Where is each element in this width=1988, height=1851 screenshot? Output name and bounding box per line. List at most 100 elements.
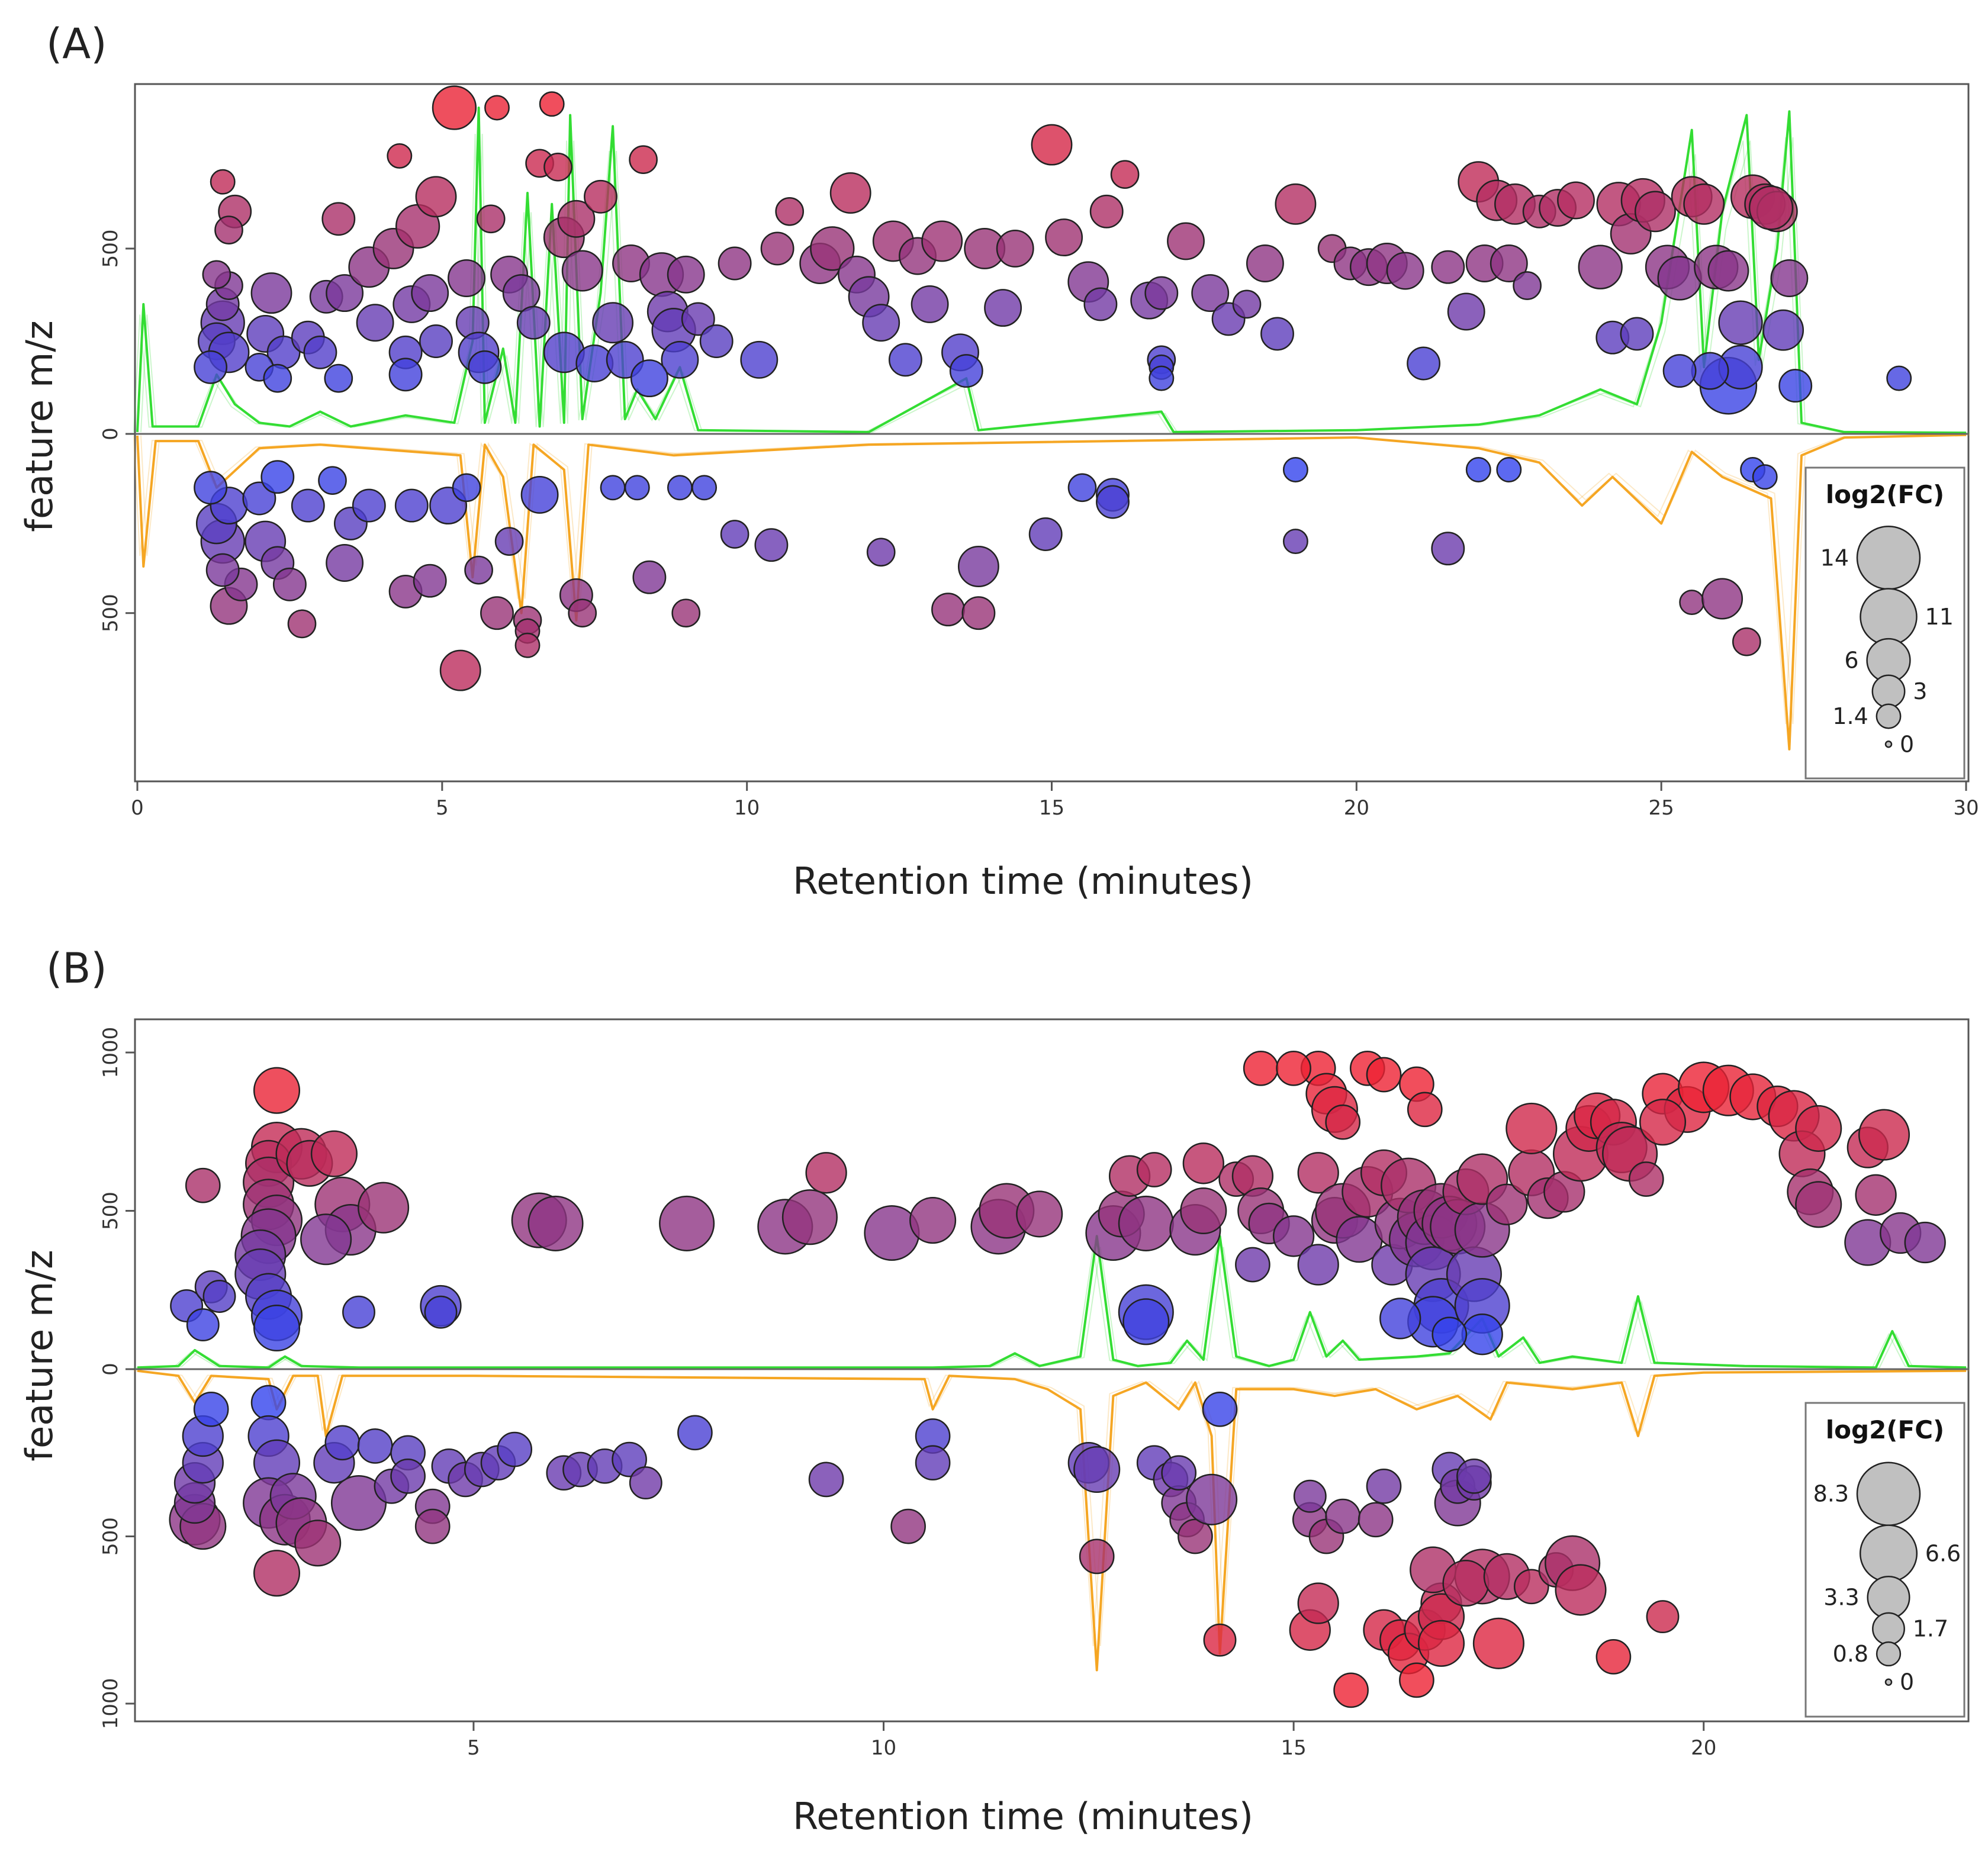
panel-a-point-down-35 [632, 560, 667, 594]
panel-b-y-tick-label-up-0: 0 [99, 1363, 123, 1376]
panel-b-point-up-22 [300, 1213, 352, 1266]
panel-b-point-up-16 [253, 1304, 301, 1352]
panel-b-point-down-19 [357, 1428, 393, 1464]
panel-a-point-up-33 [448, 259, 485, 297]
panel-a-legend-circle-4 [1876, 703, 1902, 729]
panel-b-point-up-24 [342, 1295, 375, 1329]
panel-a-point-up-86 [1083, 287, 1118, 321]
panel-a-point-up-68 [810, 226, 855, 271]
panel-a-point-up-138 [1662, 354, 1697, 388]
panel-a-legend-circle-3 [1871, 674, 1906, 709]
panel-a-point-down-7 [242, 481, 276, 516]
panel-a-point-up-134 [1762, 309, 1804, 351]
panel-a-point-up-26 [419, 324, 453, 358]
panel-b-point-down-22 [390, 1458, 426, 1494]
panel-b-point-down-49 [1186, 1473, 1238, 1525]
panel-a-point-up-139 [1778, 369, 1813, 403]
panel-a-point-down-6 [205, 553, 240, 587]
panel-a-point-up-41 [516, 305, 551, 340]
panel-a-point-up-18 [303, 335, 337, 369]
panel-a-y-tick-label-up-0: 0 [99, 427, 123, 440]
panel-b-legend-label-0: 8.3 [1813, 1481, 1849, 1507]
panel-a-x-tick-label-1: 5 [436, 796, 449, 820]
panel-a-point-up-90 [1144, 276, 1179, 310]
panel-a-point-up-133 [1770, 259, 1809, 297]
panel-a-point-up-100 [1275, 183, 1317, 225]
panel-a-point-up-97 [1232, 289, 1262, 319]
panel-b-point-up-76 [1486, 1183, 1528, 1225]
panel-b-legend-circle-4 [1876, 1641, 1902, 1667]
panel-a-point-up-81 [984, 289, 1022, 327]
panel-a-point-up-94 [1167, 222, 1205, 260]
panel-a-point-up-72 [862, 304, 900, 342]
panel-a-point-up-58 [661, 340, 699, 379]
panel-a-point-down-52 [1465, 457, 1491, 482]
panel-a-point-down-54 [1679, 590, 1705, 616]
panel-a-point-up-27 [388, 358, 423, 392]
panel-a-point-up-122 [1634, 191, 1676, 233]
panel-a-point-up-83 [1031, 124, 1073, 166]
panel-b-point-down-33 [612, 1441, 647, 1477]
panel-a-point-up-61 [681, 302, 715, 336]
panel-a-positive-trace [136, 107, 1967, 434]
panel-a-point-up-8 [214, 215, 243, 244]
panel-b-y-tick-label-up-1: 500 [99, 1192, 123, 1230]
panel-a-point-up-106 [1407, 346, 1441, 381]
panel-a-legend-circle-1 [1860, 588, 1918, 646]
panel-a-x-tick-label-2: 10 [734, 796, 760, 820]
panel-b-label: (B) [46, 944, 107, 993]
panel-b-point-down-74 [1472, 1617, 1524, 1669]
panel-a-point-down-50 [1282, 529, 1308, 555]
panel-a-point-up-105 [1386, 252, 1424, 290]
panel-a-point-down-29 [520, 475, 559, 514]
panel-b-x-tick-label-3: 20 [1691, 1736, 1716, 1760]
panel-a-x-tick-label-6: 30 [1953, 796, 1979, 820]
panel-b-positive-trace [137, 1235, 1967, 1369]
panel-a-point-up-137 [1691, 352, 1729, 390]
panel-a-point-down-37 [671, 598, 701, 628]
panel-b-point-up-29 [659, 1195, 715, 1251]
panel-a-point-up-31 [415, 176, 457, 218]
panel-a-point-down-30 [514, 632, 541, 658]
panel-b-point-up-98 [1795, 1181, 1842, 1228]
panel-a-point-down-56 [1732, 627, 1761, 656]
panel-a-negative-trace [136, 433, 1967, 751]
panel-b-point-up-26 [424, 1295, 458, 1329]
panel-b-point-down-14 [253, 1550, 301, 1597]
panel-b-legend-label-1: 6.6 [1925, 1540, 1961, 1566]
panel-a-point-up-62 [699, 324, 734, 358]
panel-a-point-up-140 [1886, 365, 1912, 391]
panel-a-point-up-54 [629, 145, 658, 175]
panel-b-point-down-76 [1513, 1569, 1549, 1605]
panel-a-point-down-53 [1496, 457, 1522, 482]
panel-b-legend-circle-2 [1867, 1576, 1910, 1620]
panel-a-point-up-38 [468, 350, 502, 384]
panel-b-point-up-101 [1858, 1109, 1910, 1161]
panel-b-point-up-28 [527, 1195, 584, 1251]
panel-b-y-tick-label-down-0: 500 [99, 1517, 123, 1556]
panel-b-point-down-15 [294, 1520, 342, 1567]
panel-b-point-up-118 [1276, 1050, 1311, 1086]
panel-b-point-up-51 [1272, 1215, 1315, 1257]
panel-b-legend-label-5: 0 [1900, 1669, 1914, 1695]
panel-b-point-up-34 [909, 1197, 957, 1244]
panel-a-point-up-59 [630, 359, 668, 398]
panel-b-point-down-79 [1555, 1564, 1607, 1616]
panel-a-point-down-22 [439, 649, 481, 691]
panel-a-point-up-76 [911, 285, 949, 323]
panel-a-point-down-15 [326, 544, 364, 582]
panel-a-y-tick-label-down-0: 500 [99, 594, 123, 632]
panel-a-point-up-10 [250, 272, 292, 314]
panel-a-point-up-84 [1045, 218, 1083, 257]
panel-b-point-down-56 [1325, 1498, 1361, 1534]
panel-b-point-up-52 [1297, 1244, 1339, 1286]
panel-b-point-down-48 [1161, 1455, 1197, 1491]
panel-b-point-up-78 [1506, 1102, 1558, 1154]
panel-b-legend-circle-5 [1884, 1678, 1893, 1686]
panel-a-point-down-48 [1096, 485, 1130, 519]
panel-a-point-down-45 [1028, 517, 1063, 551]
panel-a-legend-label-5: 0 [1900, 731, 1914, 757]
panel-a-point-up-118 [1578, 244, 1623, 289]
panel-a-point-up-82 [996, 229, 1034, 268]
panel-a-point-up-32 [432, 85, 477, 130]
